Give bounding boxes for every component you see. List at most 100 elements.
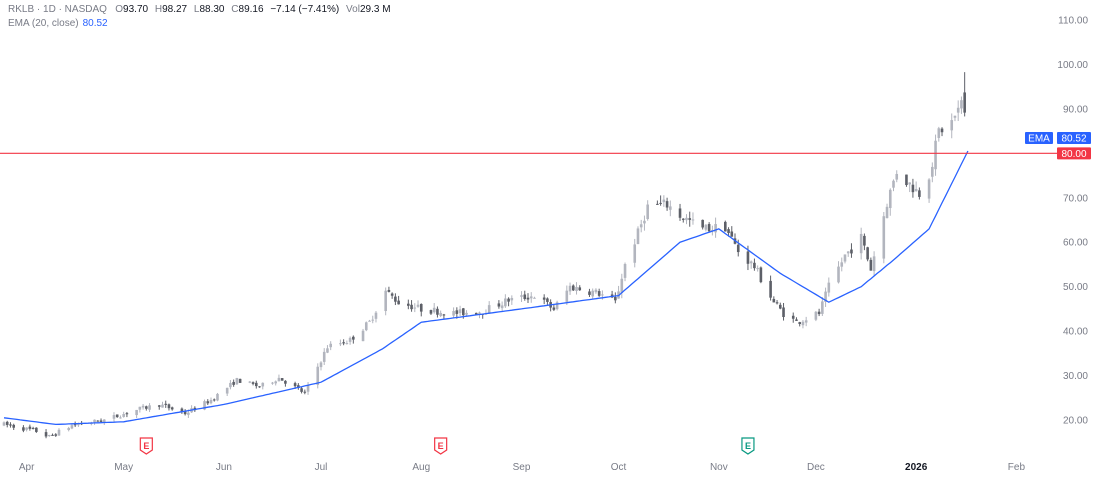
candle-body [863,235,866,246]
candle-body [908,182,911,185]
candle-body [963,92,966,113]
candle-body [795,319,798,321]
candle-body [390,293,394,296]
candle-body [148,405,151,410]
candle-body [300,388,303,392]
close-label: C [231,4,239,15]
candle-body [869,259,873,271]
candle-body [814,311,818,320]
candle-body [575,286,578,291]
candle-body [753,262,756,269]
candle-body [161,404,164,408]
high-value: 98.27 [162,4,188,15]
y-tick-label: 100.00 [1057,60,1088,71]
candle-body [432,307,436,313]
candle-body [407,303,410,306]
candle-body [429,310,433,314]
candle-body [843,254,847,262]
symbol-label[interactable]: RKLB · 1D · NASDAQ [8,4,107,15]
time-axis[interactable]: Apr May Jun Jul Aug Sep Oct Nov Dec 2026 Feb [19,462,1026,473]
candle-body [319,362,323,368]
candle-body [546,298,549,302]
candle-body [12,424,16,428]
volume-value: 29.3 M [359,4,391,15]
candle-body [439,312,442,316]
x-tick-label: May [114,462,133,473]
candle-body [70,425,74,429]
candle-body [824,291,827,302]
candle-body [555,302,559,310]
candle-body [688,218,692,220]
candle-body [251,382,255,384]
candle-body [633,244,637,263]
earnings-marker-icon[interactable] [741,437,755,455]
candle-body [840,262,844,267]
candle-body [342,342,345,344]
price-axis[interactable]: 110.00 100.00 90.00 70.00 60.00 50.00 40.00 30.… [1057,16,1088,427]
earnings-marker-label: E [745,441,751,451]
candle-body [73,424,77,426]
candle-body [462,308,465,316]
candle-body [656,203,659,205]
candle-body [235,377,239,385]
ema-legend[interactable]: EMA (20, close) 80.52 [8,17,395,31]
candle-body [520,295,523,297]
candle-body [138,406,142,410]
earnings-marker-icon[interactable] [139,437,153,455]
candle-body [183,411,187,415]
candle-body [297,385,300,388]
candle-body [927,179,931,199]
candle-body [701,219,704,228]
candle-body [950,120,954,131]
candle-body [662,199,666,203]
candle-body [229,382,232,388]
candle-body [542,297,546,300]
y-tick-label: 90.00 [1063,104,1088,115]
low-label: L [193,4,200,15]
candle-body [115,414,119,418]
candle-body [778,304,782,309]
candle-body [798,322,802,324]
candle-body [112,415,116,419]
candle-body [678,208,682,218]
candle-body [368,320,371,322]
candle-body [931,166,934,177]
candle-body [801,321,805,326]
candle-body [458,309,462,314]
candle-body [271,382,274,384]
candle-body [254,382,258,387]
candle-body [552,307,556,310]
candle-body [329,343,332,348]
horizontal-line[interactable]: 80.00 EMA 80.52 [0,132,1091,160]
candle-body [665,201,669,208]
candle-body [620,278,624,293]
y-tick-label: 20.00 [1063,416,1088,427]
candle-body [597,291,601,296]
candle-body [387,289,391,292]
candle-body [280,378,284,381]
candle-body [203,401,206,410]
candlesticks [2,72,966,439]
ema-name-label: EMA [1028,134,1050,145]
candle-body [526,297,530,300]
candle-body [772,298,776,303]
candle-body [303,391,307,393]
candle-body [914,189,918,192]
candle-body [478,312,481,316]
candle-body [293,383,297,387]
earnings-marker-icon[interactable] [434,437,448,455]
candle-body [804,320,808,323]
candle-body [895,173,899,180]
candle-body [669,206,672,210]
candle-body [364,322,368,331]
candle-body [639,224,643,228]
candle-body [102,419,106,423]
candle-body [623,263,627,278]
candle-body [232,381,235,385]
candle-body [759,267,763,283]
candle-body [791,315,795,319]
y-tick-label: 50.00 [1063,282,1088,293]
